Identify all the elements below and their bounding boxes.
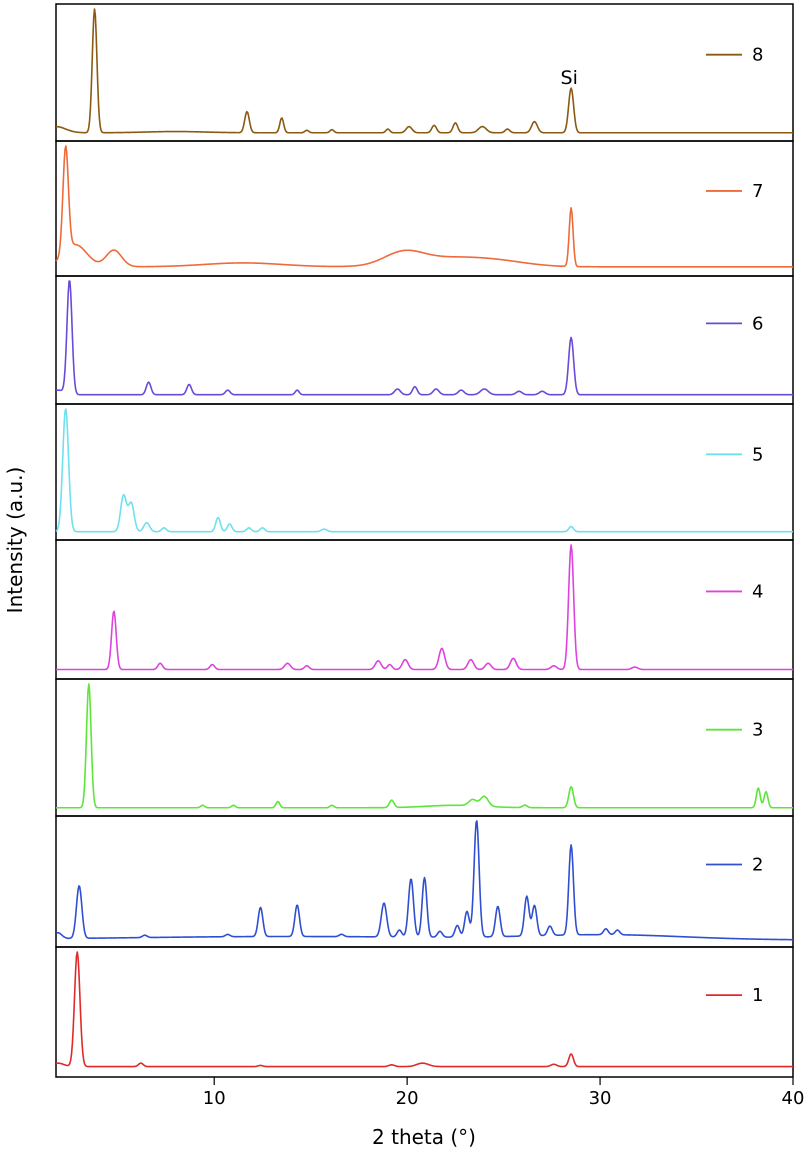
panel-frame [55,539,794,680]
panel-frame [55,815,794,948]
legend-label-3: 3 [752,720,763,741]
x-tick-label-20: 20 [396,1088,419,1109]
x-axis: 10 20 30 40 [203,1077,805,1109]
legend-label-4: 4 [752,581,763,602]
panel-4: 4 [55,539,794,680]
legend-label-6: 6 [752,313,763,334]
series-line-3 [56,683,793,809]
legend-label-5: 5 [752,444,763,465]
series-line-7 [55,145,793,268]
panel-6: 6 [55,275,794,405]
x-tick-label-30: 30 [589,1088,612,1109]
legend-label-2: 2 [752,854,763,875]
panel-frame [55,678,794,817]
legend-label-8: 8 [752,45,763,66]
panel-2: 2 [55,815,794,948]
panel-frame [55,140,794,277]
panel-frame [55,3,794,142]
series-line-8 [55,8,793,134]
y-axis-title: Intensity (a.u.) [3,467,27,614]
panel-frame [55,946,794,1078]
series-line-4 [56,544,793,671]
panel-7: 7 [55,140,794,277]
x-tick-label-10: 10 [203,1088,226,1109]
series-line-6 [55,280,793,396]
panel-3: 3 [55,678,794,817]
x-axis-title: 2 theta (°) [372,1125,476,1149]
series-line-1 [55,951,793,1068]
annotation-si: Si [561,67,578,89]
panel-1: 1 [55,946,794,1078]
legend-label-1: 1 [752,985,763,1006]
series-line-2 [55,820,794,941]
legend-label-7: 7 [752,181,763,202]
series-line-5 [55,408,793,533]
panel-8: 8 [55,3,794,142]
x-tick-label-40: 40 [782,1088,805,1109]
panel-5: 5 [55,403,794,541]
panel-frame [55,275,794,405]
panel-frame [55,403,794,541]
panels: 8 7 6 5 4 3 2 1 Si [55,3,794,1078]
